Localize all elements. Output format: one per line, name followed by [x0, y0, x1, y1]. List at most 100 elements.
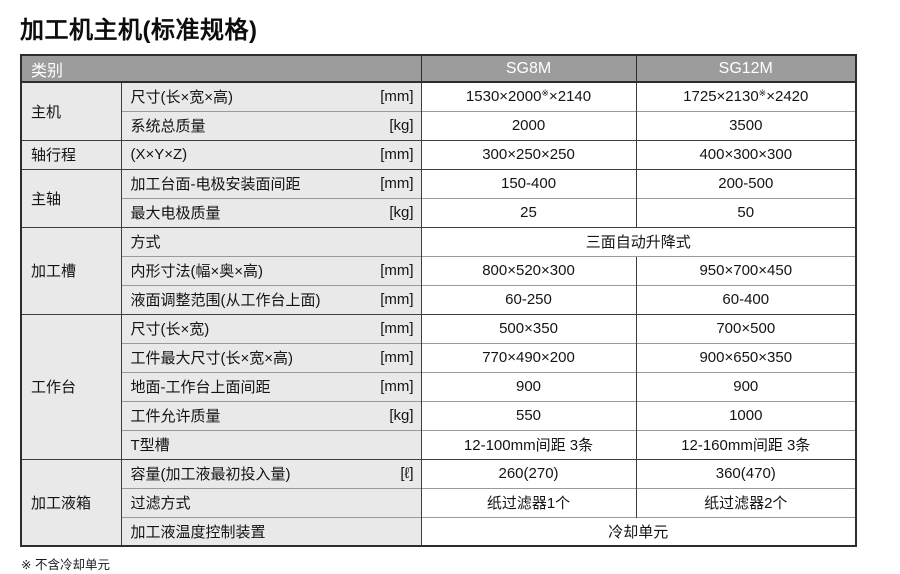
- param-label: 加工台面-电极安装面间距: [130, 176, 301, 193]
- value-cell: 12-100mm间距 3条: [420, 429, 637, 459]
- category-cell: 加工液箱: [21, 458, 121, 546]
- param-cell: 加工台面-电极安装面间距 [mm]: [120, 168, 422, 198]
- param-label: 过滤方式: [130, 495, 191, 512]
- unit-label: [kg]: [389, 407, 414, 424]
- param-label: 尺寸(长×宽×高): [130, 89, 234, 107]
- param-cell: 内形寸法(幅×奥×高) [mm]: [120, 255, 422, 285]
- spec-table: 类别 SG8M SG12M 主机 尺寸(长×宽×高) [mm] 1530×2000…: [20, 54, 858, 547]
- spec-row: 主轴 加工台面-电极安装面间距 [mm] 150-400 200-500: [21, 168, 857, 227]
- param-cell: 过滤方式: [120, 487, 422, 517]
- unit-label: [kg]: [389, 204, 414, 221]
- value-cell: 1000: [635, 400, 857, 430]
- value-cell-span: 冷却单元: [420, 516, 857, 546]
- unit-label: [mm]: [380, 262, 414, 279]
- param-label: 工件允许质量: [130, 408, 221, 425]
- param-cell: 最大电极质量 [kg]: [120, 197, 422, 227]
- value-cell: 25: [420, 197, 637, 227]
- footnote: ※ 不含冷却单元: [21, 558, 110, 572]
- unit-label: [mm]: [380, 146, 414, 163]
- value-cell: 纸过滤器2个: [635, 487, 857, 517]
- param-label: 地面-工作台上面间距: [130, 379, 271, 396]
- param-cell: 工件最大尺寸(长×宽×高) [mm]: [120, 342, 422, 372]
- value-cell: 700×500: [635, 313, 857, 343]
- value-cell: 1530×2000※×2140: [420, 81, 637, 111]
- value-cell: 900: [635, 371, 857, 401]
- value-cell: 900: [420, 371, 637, 401]
- param-cell: 液面调整范围(从工作台上面) [mm]: [120, 284, 422, 314]
- spec-row: 加工槽 方式 三面自动升降式: [21, 226, 857, 314]
- value-cell: 260(270): [420, 458, 637, 488]
- unit-label: [kg]: [389, 117, 414, 134]
- spec-row: 过滤方式 纸过滤器1个 纸过滤器2个: [21, 487, 857, 517]
- spec-row: 内形寸法(幅×奥×高) [mm] 800×520×300 950×700×450: [21, 255, 857, 285]
- value-cell: 800×520×300: [420, 255, 637, 285]
- category-cell: 加工槽: [21, 226, 121, 314]
- value-cell: 950×700×450: [635, 255, 857, 285]
- unit-label: [ℓ]: [400, 465, 414, 482]
- param-label: 系统总质量: [130, 118, 206, 135]
- value-cell: 12-160mm间距 3条: [635, 429, 857, 459]
- value-cell: 550: [420, 400, 637, 430]
- spec-row: 工作台 尺寸(长×宽) [mm] 500×350 700×500: [21, 313, 857, 459]
- value-cell: 60-250: [420, 284, 637, 314]
- footnote-mark: ※: [758, 88, 767, 99]
- param-label: 工件最大尺寸(长×宽×高): [130, 350, 294, 367]
- param-label: 最大电极质量: [130, 205, 221, 222]
- param-label: 加工液温度控制装置: [130, 523, 266, 541]
- spec-row: 工件最大尺寸(长×宽×高) [mm] 770×490×200 900×650×35…: [21, 342, 857, 372]
- value-text: ×2140: [548, 88, 592, 106]
- param-cell: (X×Y×Z) [mm]: [120, 139, 422, 169]
- value-cell: 50: [635, 197, 857, 227]
- param-cell: T型槽: [120, 429, 422, 459]
- spec-row: 地面-工作台上面间距 [mm] 900 900: [21, 371, 857, 401]
- spec-row: 系统总质量 [kg] 2000 3500: [21, 110, 857, 140]
- spec-row: 最大电极质量 [kg] 25 50: [21, 197, 857, 227]
- param-cell: 工件允许质量 [kg]: [120, 400, 422, 430]
- header-category: 类别: [21, 55, 422, 83]
- footnote-mark: ※: [541, 88, 549, 99]
- unit-label: [mm]: [380, 320, 414, 337]
- spec-row: 液面调整范围(从工作台上面) [mm] 60-250 60-400: [21, 284, 857, 314]
- category-cell: 主轴: [21, 168, 121, 227]
- category-cell: 主机: [21, 81, 121, 140]
- spec-row: 加工液箱 容量(加工液最初投入量) [ℓ] 260(270) 360(470): [21, 458, 857, 546]
- value-cell: 1725×2130※×2420: [635, 81, 857, 111]
- param-label: 内形寸法(幅×奥×高): [130, 263, 264, 280]
- value-cell: 770×490×200: [420, 342, 637, 372]
- value-cell: 纸过滤器1个: [420, 487, 637, 517]
- unit-label: [mm]: [380, 175, 414, 192]
- unit-label: [mm]: [380, 349, 414, 366]
- unit-label: [mm]: [380, 88, 414, 106]
- value-text: ×2420: [766, 88, 809, 106]
- value-cell: 900×650×350: [635, 342, 857, 372]
- param-label: 方式: [130, 234, 161, 251]
- spec-row: 加工液温度控制装置 冷却单元: [21, 516, 857, 546]
- value-cell: 300×250×250: [420, 139, 637, 169]
- param-label: T型槽: [130, 437, 170, 454]
- spec-row: 轴行程 (X×Y×Z) [mm] 300×250×250 400×300×300: [21, 139, 857, 169]
- category-cell: 轴行程: [21, 139, 121, 169]
- spec-row: 工件允许质量 [kg] 550 1000: [21, 400, 857, 430]
- value-cell: 3500: [635, 110, 857, 140]
- param-cell: 地面-工作台上面间距 [mm]: [120, 371, 422, 401]
- category-cell: 工作台: [21, 313, 121, 459]
- param-label: 容量(加工液最初投入量): [130, 466, 291, 483]
- param-cell: 尺寸(长×宽) [mm]: [120, 313, 422, 343]
- unit-label: [mm]: [380, 378, 414, 395]
- spec-row: 主机 尺寸(长×宽×高) [mm] 1530×2000※×2140 1725×21…: [21, 81, 857, 140]
- param-label: (X×Y×Z): [130, 146, 188, 163]
- header-row: 类别 SG8M SG12M: [21, 55, 857, 83]
- spec-row: T型槽 12-100mm间距 3条 12-160mm间距 3条: [21, 429, 857, 459]
- page-title: 加工机主机(标准规格): [20, 17, 258, 44]
- param-cell: 方式: [120, 226, 422, 256]
- value-cell: 400×300×300: [635, 139, 857, 169]
- value-cell: 200-500: [635, 168, 857, 198]
- param-cell: 容量(加工液最初投入量) [ℓ]: [120, 458, 422, 488]
- param-label: 尺寸(长×宽): [130, 321, 210, 338]
- value-cell-span: 三面自动升降式: [420, 226, 857, 256]
- value-cell: 500×350: [420, 313, 637, 343]
- param-cell: 尺寸(长×宽×高) [mm]: [120, 81, 422, 111]
- param-label: 液面调整范围(从工作台上面): [130, 292, 321, 309]
- header-model-sg12m: SG12M: [635, 55, 857, 83]
- value-text: 1530×2000: [465, 88, 542, 106]
